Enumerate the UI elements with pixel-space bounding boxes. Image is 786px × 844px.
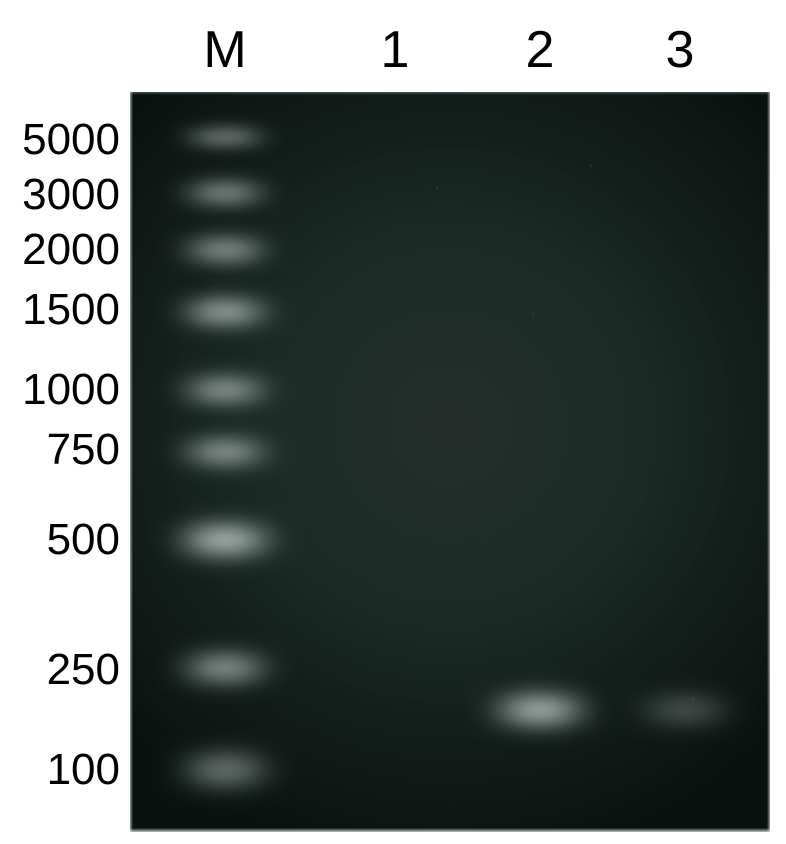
- lane-label: M: [203, 20, 246, 80]
- lane-label: 3: [666, 20, 695, 80]
- gel-noise: [130, 92, 770, 832]
- molw-label: 1000: [0, 365, 120, 415]
- gel-figure: M 1 2 3 5000 3000 2000 1500 1000 750 500…: [0, 0, 786, 844]
- molw-label: 250: [0, 645, 120, 695]
- gel-edge: [130, 828, 770, 832]
- molw-label: 1500: [0, 285, 120, 335]
- gel-edge: [130, 92, 770, 95]
- molw-label: 100: [0, 745, 120, 795]
- molw-label: 3000: [0, 170, 120, 220]
- gel-edge: [130, 92, 133, 832]
- molw-label: 500: [0, 515, 120, 565]
- molw-label: 5000: [0, 115, 120, 165]
- lane-label: 1: [381, 20, 410, 80]
- lane-label: 2: [526, 20, 555, 80]
- gel-edge: [767, 92, 770, 832]
- molw-label: 750: [0, 425, 120, 475]
- gel-image: [130, 92, 770, 832]
- molw-label: 2000: [0, 225, 120, 275]
